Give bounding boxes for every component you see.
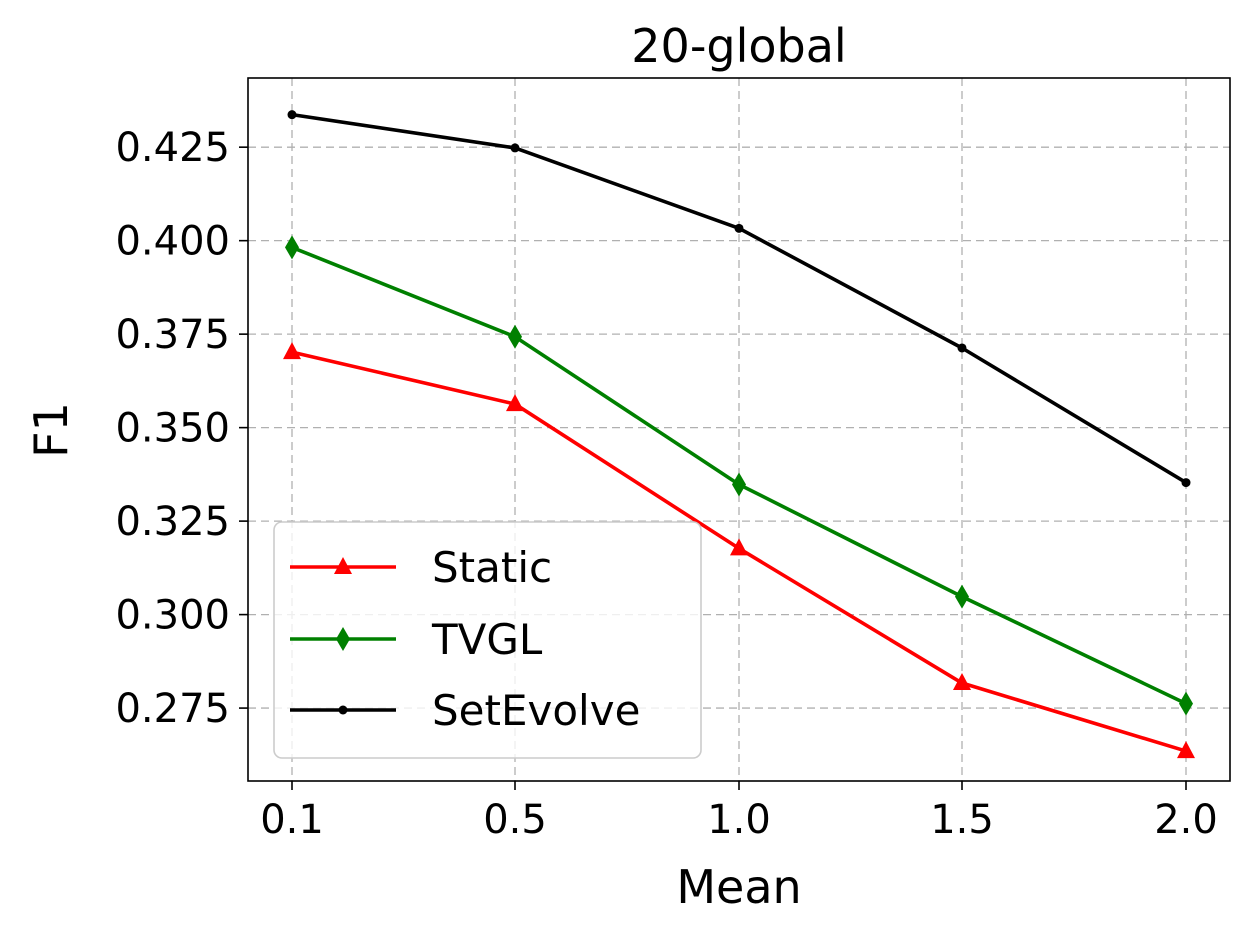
y-tick-label: 0.300 (115, 593, 230, 639)
y-tick-label: 0.350 (115, 406, 230, 452)
tvgl-point (955, 584, 969, 609)
tvgl-point (285, 235, 299, 260)
legend-item-setevolve: SetEvolve (290, 686, 640, 735)
y-axis-label: F1 (24, 402, 78, 458)
static-point (1177, 741, 1195, 759)
static-point (506, 394, 524, 412)
legend-item-tvgl: TVGL (290, 615, 543, 664)
tvgl-point (508, 324, 522, 349)
setevolve-point (957, 343, 967, 353)
axis-ticks: 0.1 0.5 1.0 1.5 2.0 0.275 0.300 0.325 0.350 0.375… (115, 125, 1217, 843)
series-setevolve (287, 110, 1191, 488)
y-tick-label: 0.375 (115, 312, 230, 358)
series-lines (283, 110, 1195, 759)
legend-item-static: Static (290, 543, 552, 592)
setevolve-point (1181, 478, 1191, 488)
legend-label-static: Static (432, 543, 552, 592)
tvgl-point (732, 472, 746, 497)
legend: Static TVGL SetEvolve (273, 521, 702, 759)
legend-label-setevolve: SetEvolve (432, 686, 640, 735)
static-point (283, 342, 301, 360)
y-tick-label: 0.400 (115, 219, 230, 265)
y-tick-label: 0.275 (115, 686, 230, 732)
x-tick-label: 0.5 (483, 797, 547, 843)
y-tick-label: 0.425 (115, 125, 230, 171)
series-tvgl (285, 235, 1193, 716)
tvgl-point (1179, 691, 1193, 716)
setevolve-point (734, 223, 744, 233)
x-tick-label: 1.5 (930, 797, 994, 843)
x-axis-label: Mean (676, 860, 801, 914)
static-point (730, 538, 748, 556)
setevolve-point (510, 143, 520, 153)
legend-label-tvgl: TVGL (431, 615, 543, 664)
x-tick-label: 0.1 (260, 797, 324, 843)
x-tick-label: 2.0 (1154, 797, 1218, 843)
y-tick-label: 0.325 (115, 499, 230, 545)
legend-box (273, 521, 702, 759)
static-point (953, 673, 971, 691)
legend-marker-setevolve (338, 705, 348, 715)
series-static (283, 342, 1195, 759)
chart-title: 20-global (631, 19, 846, 73)
legend-marker-static (334, 557, 352, 574)
x-tick-label: 1.0 (707, 797, 771, 843)
setevolve-point (287, 110, 297, 120)
legend-marker-tvgl (336, 627, 350, 651)
